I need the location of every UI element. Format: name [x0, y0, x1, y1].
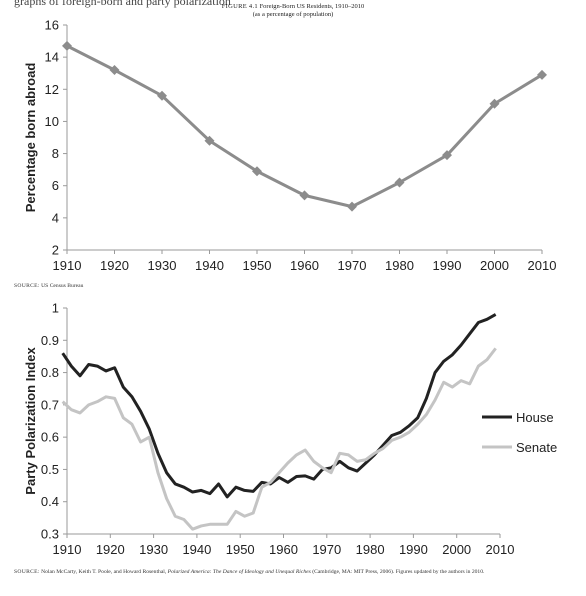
y-tick-label: 8 — [52, 146, 59, 161]
data-point-marker — [299, 190, 310, 201]
x-tick-label: 1990 — [399, 542, 428, 557]
y-tick-label: 16 — [45, 18, 59, 33]
x-tick-label: 1930 — [139, 542, 168, 557]
x-tick-label: 1960 — [269, 542, 298, 557]
data-point-marker — [109, 65, 120, 75]
x-tick-label: 1910 — [53, 258, 82, 273]
y-tick-label: 1 — [52, 301, 59, 316]
y-tick-label: 0.3 — [41, 527, 59, 542]
x-tick-label: 1920 — [100, 258, 129, 273]
source-book-title: Polarized America: The Dance of Ideology… — [167, 569, 311, 575]
y-tick-label: 0.6 — [41, 430, 59, 445]
data-point-marker — [62, 40, 72, 51]
x-tick-label: 1980 — [385, 258, 414, 273]
x-tick-label: 1940 — [182, 542, 211, 557]
data-point-marker — [442, 150, 452, 161]
x-tick-label: 2010 — [528, 258, 557, 273]
x-tick-label: 1910 — [53, 542, 82, 557]
x-tick-label: 2000 — [480, 258, 509, 273]
x-tick-label: 1950 — [226, 542, 255, 557]
figure-title: Foreign-Born US Residents, 1910–2010 — [259, 3, 365, 10]
x-tick-label: 1970 — [338, 258, 367, 273]
data-point-marker — [204, 135, 215, 146]
y-tick-label: 0.7 — [41, 397, 59, 412]
y-tick-label: 10 — [45, 114, 59, 129]
source-note-census: SOURCE: US Census Bureau — [14, 283, 83, 291]
y-tick-label: 4 — [52, 210, 59, 225]
x-tick-label: 1970 — [312, 542, 341, 557]
data-point-marker — [157, 90, 167, 101]
y-axis-label: Percentage born abroad — [23, 63, 38, 213]
series-line-house — [61, 313, 497, 499]
x-tick-label: 1980 — [356, 542, 385, 557]
y-tick-label: 0.8 — [41, 365, 59, 380]
legend-label: House — [516, 410, 554, 425]
source-text: US Census Bureau — [41, 283, 84, 289]
data-point-marker — [347, 201, 357, 212]
y-tick-label: 2 — [52, 243, 59, 258]
x-tick-label: 1930 — [148, 258, 177, 273]
figure-title-block: FIGURE 4.1 Foreign-Born US Residents, 19… — [0, 3, 586, 19]
party-polarization-line-chart: 0.3 0.4 0.5 0.6 0.7 0.8 0.9 1 1910 1920 1930 1940 19… — [23, 301, 557, 558]
y-tick-label: 14 — [45, 50, 59, 65]
x-tick-label: 1960 — [290, 258, 319, 273]
data-point-marker — [537, 69, 547, 80]
source-text-a: Nolan McCarty, Keith T. Poole, and Howar… — [41, 569, 167, 575]
top-clipped-text: graphs of foreign-born and party polariz… — [14, 0, 231, 8]
source-label: SOURCE: — [14, 283, 40, 289]
x-tick-label: 1940 — [195, 258, 224, 273]
data-point-marker — [394, 177, 405, 188]
y-tick-label: 0.9 — [41, 333, 59, 348]
y-axis-label: Party Polarization Index — [23, 347, 38, 495]
source-text-b: (Cambridge, MA: MIT Press, 2006). Figure… — [312, 569, 485, 575]
legend-label: Senate — [516, 440, 557, 455]
figure-subtitle: (as a percentage of population) — [252, 11, 334, 18]
x-tick-label: 2010 — [486, 542, 515, 557]
x-tick-label: 1990 — [433, 258, 462, 273]
x-tick-label: 1920 — [96, 542, 125, 557]
x-tick-label: 1950 — [243, 258, 272, 273]
y-tick-label: 6 — [52, 178, 59, 193]
x-tick-label: 2000 — [442, 542, 471, 557]
data-point-marker — [489, 98, 500, 109]
data-point-marker — [252, 166, 262, 177]
series-line-foreign-born — [66, 44, 543, 209]
y-tick-label: 0.5 — [41, 462, 59, 477]
y-tick-label: 0.4 — [41, 494, 59, 509]
foreign-born-line-chart: 2 4 6 8 10 12 14 16 1910 1920 1930 1940 1950 1960 1970… — [23, 18, 557, 274]
y-tick-label: 12 — [45, 82, 59, 97]
source-label: SOURCE: — [14, 569, 40, 575]
source-note-polarization: SOURCE: Nolan McCarty, Keith T. Poole, a… — [14, 569, 574, 577]
figure-label: FIGURE 4.1 — [221, 3, 258, 10]
series-line-senate — [61, 347, 497, 531]
